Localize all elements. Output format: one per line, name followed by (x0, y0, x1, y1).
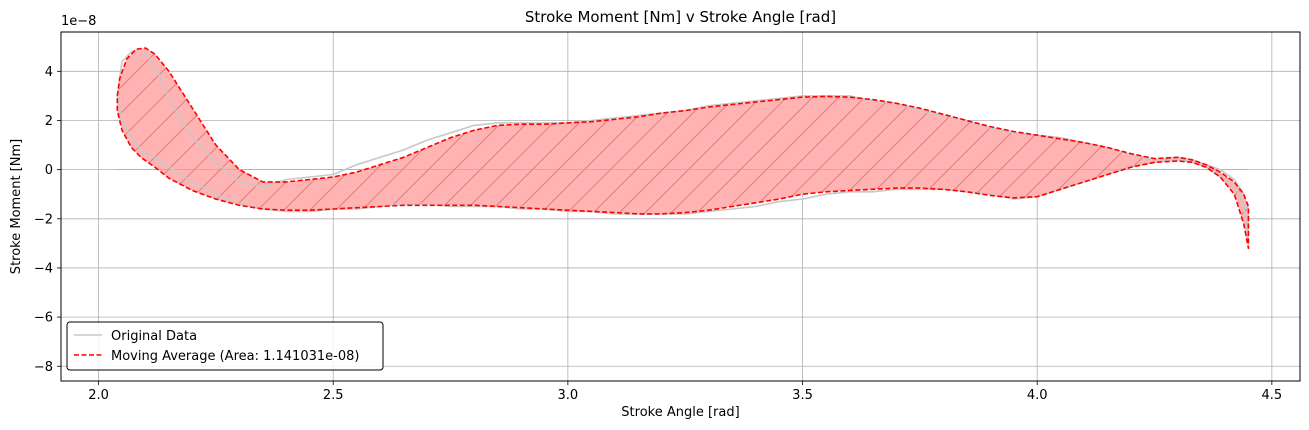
x-axis-ticks: 2.0 2.5 3.0 3.5 4.0 4.5 (88, 381, 1282, 403)
x-tick-label: 2.5 (323, 388, 344, 403)
x-tick-label: 4.5 (1261, 388, 1282, 403)
x-axis-label: Stroke Angle [rad] (621, 405, 739, 420)
y-axis-ticks: −8 −6 −4 −2 0 2 4 (34, 65, 61, 375)
y-tick-label: −8 (34, 360, 53, 375)
x-tick-label: 4.0 (1027, 388, 1048, 403)
y-offset-label: 1e−8 (61, 14, 96, 29)
y-tick-label: 4 (45, 65, 53, 80)
x-tick-label: 3.5 (792, 388, 813, 403)
chart-title: Stroke Moment [Nm] v Stroke Angle [rad] (525, 8, 836, 26)
series-moving-average-line (116, 47, 1250, 250)
y-tick-label: −2 (34, 212, 53, 227)
x-tick-label: 3.0 (558, 388, 579, 403)
legend: Original Data Moving Average (Area: 1.14… (66, 321, 384, 371)
legend-original-label: Original Data (111, 329, 197, 344)
series-lines (116, 47, 1250, 250)
y-tick-label: 2 (45, 114, 53, 129)
x-tick-label: 2.0 (88, 388, 109, 403)
legend-moving-average-label: Moving Average (Area: 1.141031e-08) (111, 349, 359, 364)
y-axis-label: Stroke Moment [Nm] (9, 139, 24, 274)
y-tick-label: −4 (34, 261, 53, 276)
y-tick-label: 0 (45, 163, 53, 178)
y-tick-label: −6 (34, 311, 53, 326)
plot-frame (60, 31, 1301, 382)
area-fill (117, 48, 1249, 249)
legend-box (66, 321, 384, 371)
moving-average-area-hatch (117, 48, 1249, 249)
